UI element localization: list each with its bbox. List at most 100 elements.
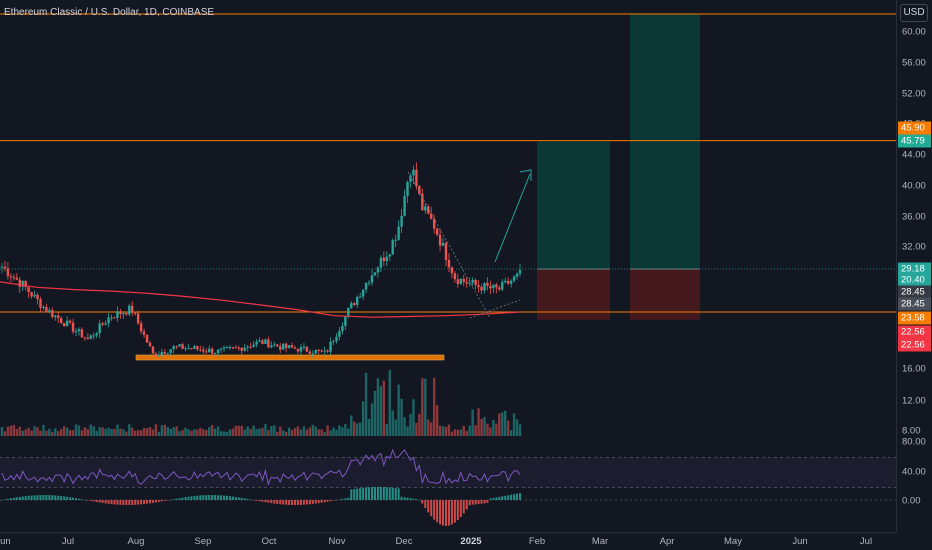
time-tick: Feb: [528, 536, 546, 547]
oscillator-bar: [39, 495, 42, 500]
oscillator-bar: [400, 496, 403, 500]
price-tick: 52.00: [902, 88, 926, 100]
candle-body: [60, 318, 63, 323]
candle-body: [270, 345, 273, 348]
volume-bar: [98, 427, 101, 436]
candle-body: [290, 345, 294, 348]
volume-bar: [456, 429, 460, 436]
oscillator-bar: [15, 497, 18, 500]
volume-bar: [18, 426, 21, 436]
volume-bar: [15, 429, 18, 436]
candle-body: [80, 329, 84, 338]
time-scale[interactable]: Jun Jul Aug Sep Oct Nov Dec 2025 Feb Mar Apr May Jun…: [0, 532, 896, 550]
oscillator-bar: [225, 495, 228, 500]
target-zone: [537, 141, 610, 269]
candle-body: [128, 305, 131, 315]
candle-body: [101, 323, 104, 325]
oscillator-bar: [317, 500, 320, 504]
oscillator-bar: [220, 495, 223, 500]
volume-bar: [329, 430, 332, 436]
oscillator-bar: [365, 487, 368, 500]
oscillator-bar: [184, 497, 187, 500]
oscillator-bar: [18, 496, 21, 500]
volume-bar: [415, 422, 418, 436]
candle-body: [495, 284, 498, 288]
volume-bar: [314, 426, 317, 436]
oscillator-bar: [131, 500, 134, 505]
candle-body: [95, 333, 98, 336]
price-badge: 28.45: [898, 297, 931, 311]
oscillator-bar: [217, 495, 220, 500]
volume-bar: [169, 429, 172, 436]
time-tick: Sep: [194, 536, 212, 547]
oscillator-bar: [359, 488, 362, 500]
oscillator-bar: [60, 496, 63, 500]
oscillator-bar: [519, 493, 521, 500]
oscillator-bar: [353, 488, 356, 500]
volume-bar: [444, 426, 448, 436]
oscillator-bar: [299, 500, 302, 505]
price-scale[interactable]: [896, 0, 932, 532]
candle-body: [122, 313, 125, 315]
candle-body: [24, 281, 27, 288]
candle-body: [42, 306, 45, 308]
candle-body: [447, 259, 451, 268]
oscillator-bar: [30, 495, 33, 500]
price-badge: 22.56: [898, 325, 931, 339]
volume-bar: [350, 415, 353, 436]
volume-bar: [477, 408, 480, 436]
symbol-title[interactable]: Ethereum Classic / U.S. Dollar, 1D, COIN…: [4, 7, 215, 18]
price-badge: 45.79: [898, 134, 931, 148]
volume-bar: [412, 399, 415, 436]
oscillator-bar: [453, 500, 456, 523]
volume-bar: [92, 426, 95, 436]
oscillator-bar: [480, 500, 483, 504]
candle-body: [181, 344, 184, 350]
volume-bar: [302, 426, 306, 436]
candle-body: [456, 279, 460, 285]
candle-body: [21, 281, 24, 287]
oscillator-bar: [308, 500, 311, 505]
volume-bar: [347, 428, 350, 436]
candle-body: [163, 352, 166, 354]
volume-bar: [450, 431, 454, 436]
candle-body: [74, 331, 78, 333]
oscillator-bar: [371, 487, 373, 500]
candle-body: [142, 331, 146, 335]
volume-bar: [261, 427, 264, 436]
oscillator-bar: [12, 497, 15, 500]
volume-bar: [145, 428, 149, 436]
currency-button[interactable]: USD: [900, 4, 928, 22]
candle-body: [276, 344, 279, 347]
oscillator-bar: [172, 499, 175, 500]
oscillator-bar: [9, 498, 12, 500]
oscillator-bar: [433, 500, 436, 520]
chart-svg[interactable]: [0, 0, 896, 532]
volume-bar: [65, 427, 69, 436]
candle-body: [391, 240, 394, 255]
oscillator-bar: [146, 500, 149, 504]
volume-bar: [255, 429, 258, 436]
candle-body: [157, 354, 161, 357]
oscillator-bar: [264, 500, 267, 503]
candle-body: [110, 317, 113, 319]
oscillator-bar: [320, 500, 323, 503]
oscillator-bar: [291, 500, 294, 505]
time-tick: Jul: [61, 536, 75, 547]
oscillator-bar: [3, 499, 6, 500]
oscillator-bar: [75, 498, 77, 500]
candle-body: [240, 347, 243, 351]
volume-bar: [489, 427, 492, 436]
price-badge: 28.45: [898, 285, 931, 299]
candle-body: [504, 280, 507, 283]
volume-bar: [42, 424, 45, 436]
volume-bar: [12, 424, 16, 436]
volume-bar: [406, 426, 409, 436]
chart-canvas[interactable]: Ethereum Classic / U.S. Dollar, 1D, COIN…: [0, 0, 896, 532]
volume-bar: [199, 427, 202, 436]
price-badge: 23.58: [898, 311, 931, 325]
oscillator-bar: [504, 495, 507, 500]
volume-bar: [234, 425, 238, 436]
oscillator-bar: [86, 500, 89, 501]
candle-body: [169, 349, 172, 353]
